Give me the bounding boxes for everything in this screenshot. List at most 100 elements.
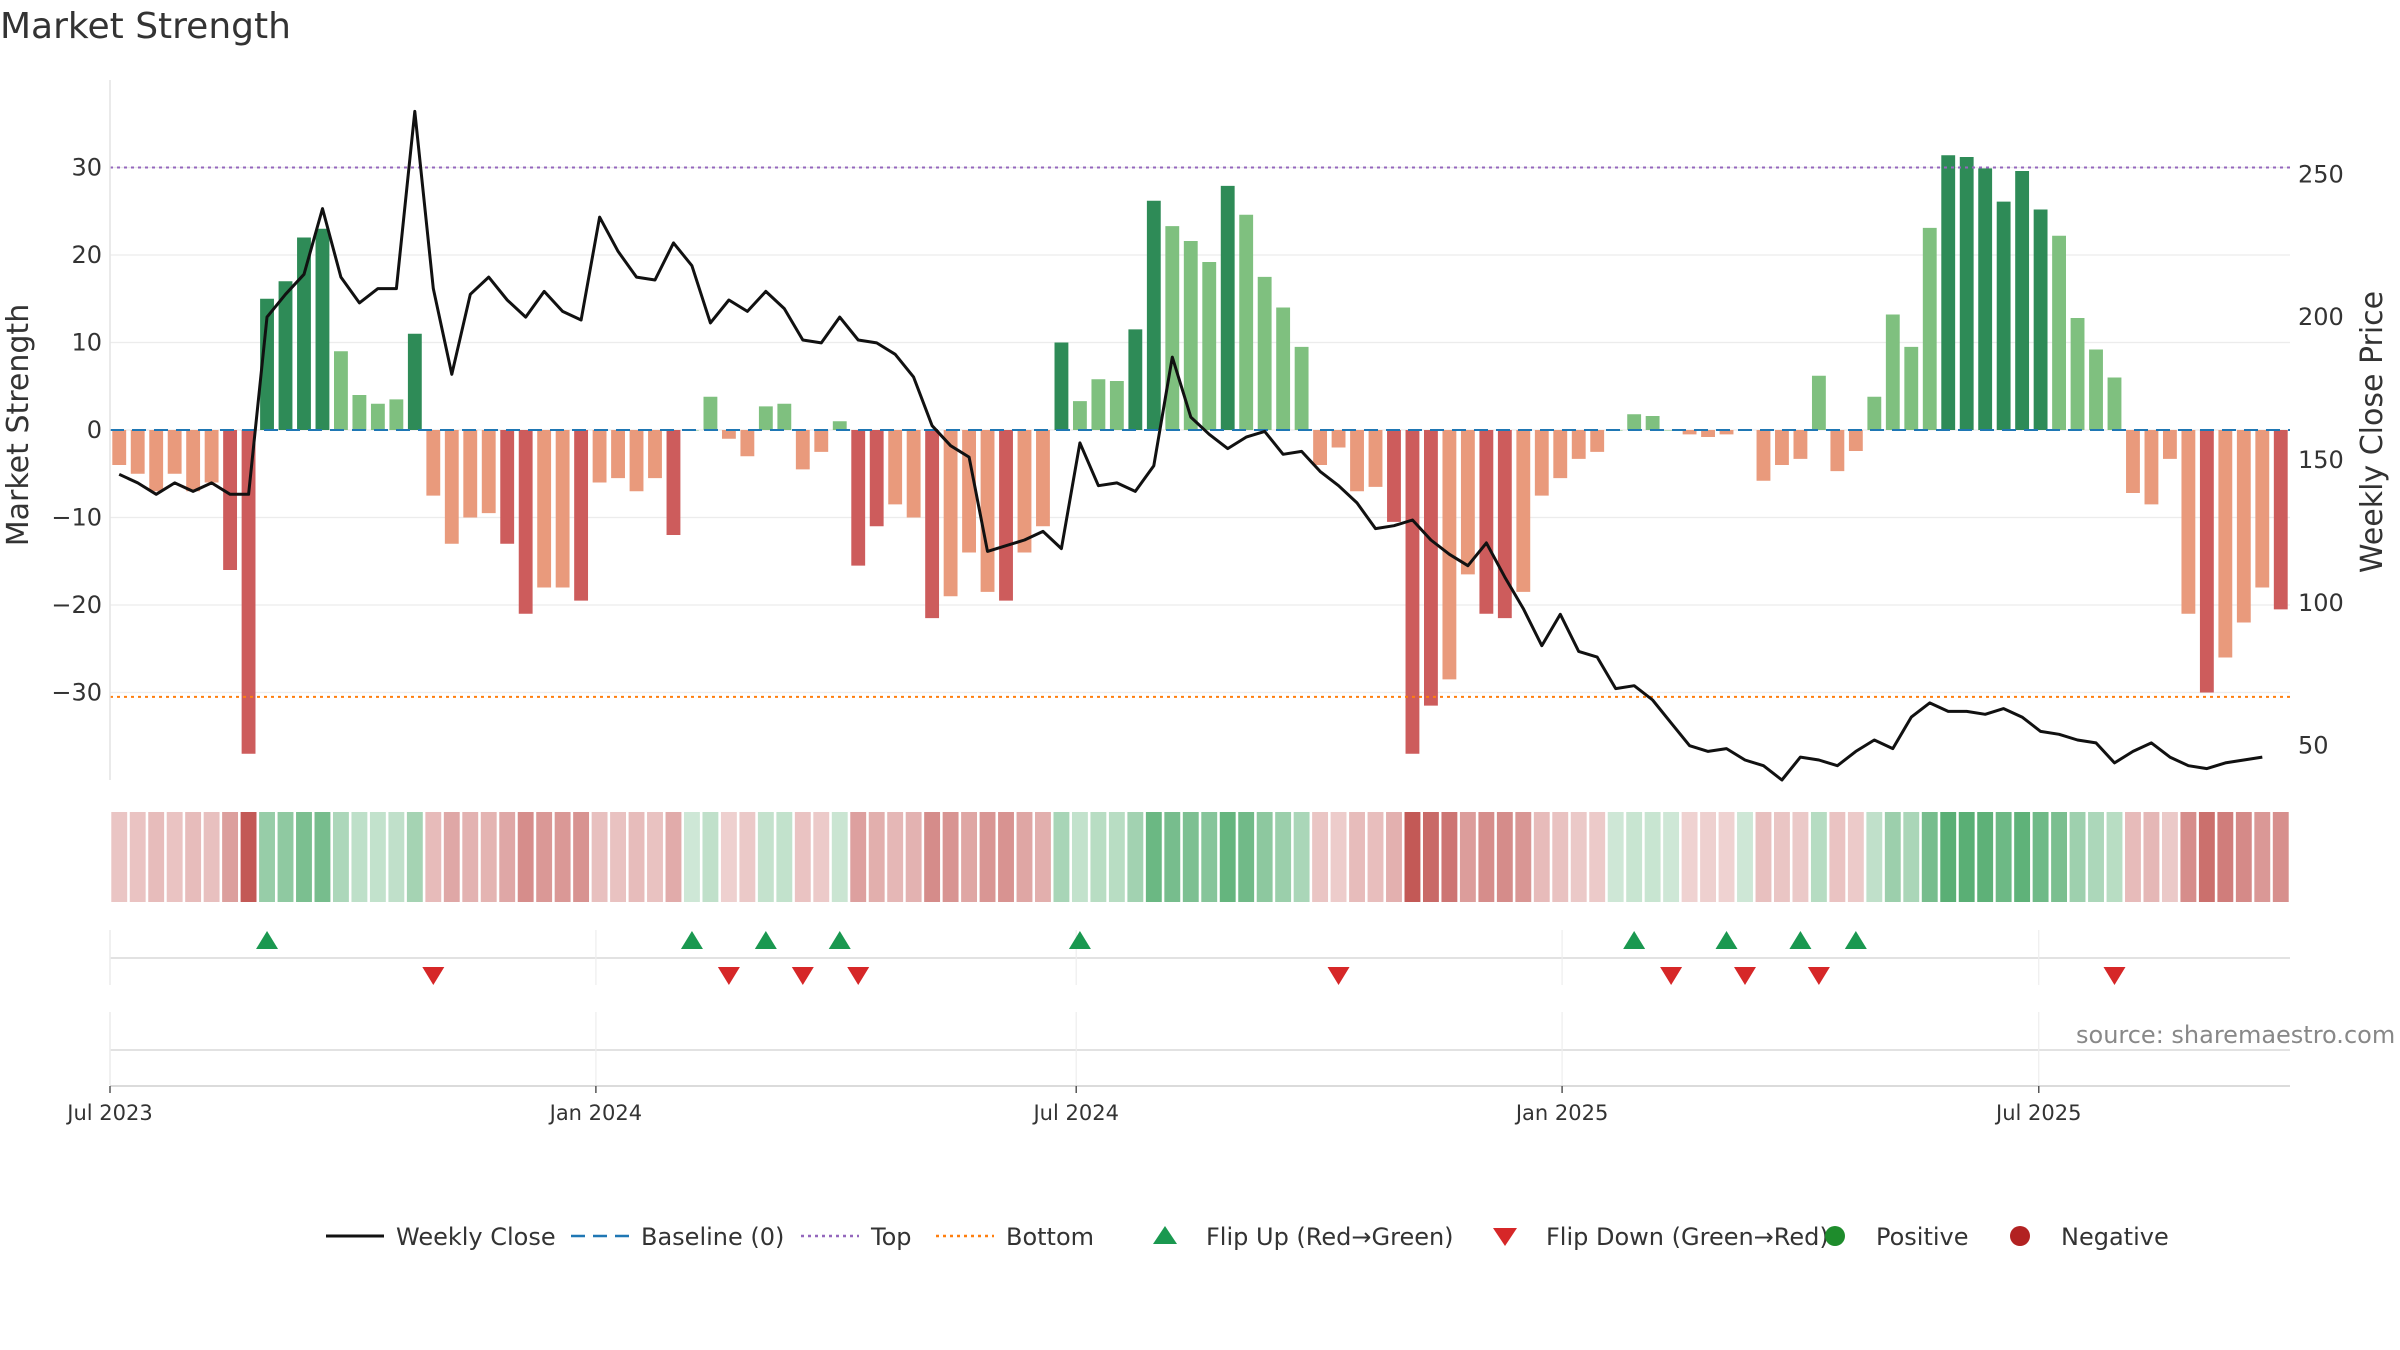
legend-swatch-positive bbox=[1825, 1226, 1845, 1246]
heat-cell bbox=[443, 812, 460, 902]
heat-cell bbox=[1386, 812, 1402, 902]
heat-cell bbox=[296, 812, 312, 902]
legend-label: Bottom bbox=[1006, 1223, 1094, 1251]
strength-bar bbox=[1830, 430, 1845, 472]
strength-bar bbox=[444, 430, 459, 544]
heat-cell bbox=[1071, 812, 1088, 902]
strength-bar bbox=[1165, 226, 1180, 430]
strength-bar bbox=[1183, 241, 1198, 430]
chart-title: Market Strength bbox=[0, 6, 291, 47]
legend: Weekly Close Baseline (0) Top Bottom Flip Up… bbox=[326, 1223, 2169, 1251]
heat-cell bbox=[332, 812, 349, 902]
legend-label: Weekly Close bbox=[396, 1223, 556, 1251]
flip-down-marker bbox=[1807, 967, 1830, 985]
strength-bar bbox=[260, 298, 274, 430]
strength-bar bbox=[888, 430, 903, 505]
strength-bar bbox=[186, 430, 201, 492]
strength-bar bbox=[1811, 375, 1826, 430]
strength-bar bbox=[481, 430, 496, 514]
heat-cell bbox=[665, 812, 682, 902]
heat-cell bbox=[1182, 812, 1199, 902]
heat-cell bbox=[1459, 812, 1476, 902]
weekly-close-line bbox=[118, 109, 2263, 782]
heat-cell bbox=[979, 812, 996, 902]
heat-cell bbox=[1663, 812, 1680, 902]
heat-cell bbox=[1441, 812, 1458, 902]
y2-tick-label: 250 bbox=[2298, 160, 2344, 188]
heat-cell bbox=[1792, 812, 1809, 902]
heat-cell bbox=[1681, 812, 1698, 902]
legend-item: Weekly Close bbox=[326, 1223, 556, 1251]
strength-bar bbox=[1294, 346, 1309, 430]
strength-bar bbox=[1664, 430, 1679, 431]
legend-item: Top bbox=[801, 1223, 912, 1251]
heat-cell bbox=[240, 812, 257, 902]
heat-cell bbox=[2014, 812, 2031, 902]
strength-bar bbox=[334, 351, 348, 430]
strength-bar bbox=[629, 430, 644, 492]
heat-cell bbox=[684, 812, 700, 902]
strength-bar bbox=[1941, 155, 1956, 430]
strength-bar bbox=[518, 430, 533, 614]
strength-bar bbox=[2126, 430, 2140, 493]
heat-cell bbox=[1533, 812, 1550, 902]
heat-cell bbox=[462, 812, 479, 902]
strength-bar bbox=[297, 237, 311, 430]
heat-cell bbox=[2143, 812, 2160, 902]
strength-bar bbox=[592, 430, 607, 483]
heat-cell bbox=[591, 812, 608, 902]
heat-cell bbox=[573, 812, 590, 902]
heat-cell bbox=[813, 812, 830, 902]
y2-tick-label: 50 bbox=[2298, 732, 2329, 760]
heat-cell bbox=[1921, 812, 1938, 902]
heat-cell bbox=[185, 812, 202, 902]
strength-bar bbox=[1220, 185, 1235, 430]
heat-cell bbox=[702, 812, 719, 902]
strength-bar bbox=[204, 430, 219, 483]
heat-cell bbox=[794, 812, 811, 902]
heat-cell bbox=[1275, 812, 1292, 902]
strength-bar bbox=[1848, 430, 1863, 451]
heat-cell bbox=[1201, 812, 1218, 902]
flip-down-marker bbox=[1327, 967, 1350, 985]
strength-bar bbox=[906, 430, 921, 518]
strength-bar bbox=[999, 430, 1013, 601]
heat-cell bbox=[1330, 812, 1347, 902]
y-axis-label: Market Strength bbox=[1, 304, 36, 546]
strength-bar bbox=[2181, 430, 2196, 614]
heat-cell bbox=[1866, 812, 1883, 902]
flip-down-marker bbox=[791, 967, 814, 985]
flip-up-marker bbox=[1789, 931, 1812, 949]
strength-bar bbox=[1904, 346, 1919, 430]
heat-cell bbox=[1478, 812, 1495, 902]
heat-cell bbox=[1496, 812, 1513, 902]
heat-cell bbox=[259, 812, 275, 902]
legend-item: Negative bbox=[2010, 1223, 2169, 1251]
flip-down-marker bbox=[1734, 967, 1756, 985]
legend-label: Flip Down (Green→Red) bbox=[1546, 1223, 1829, 1251]
heat-cell bbox=[111, 812, 128, 902]
heat-cell bbox=[887, 812, 904, 902]
heat-cell bbox=[961, 812, 978, 902]
flip-up-marker bbox=[1715, 931, 1738, 949]
strength-bar bbox=[1959, 157, 1974, 430]
heat-cell bbox=[1607, 812, 1624, 902]
heat-cell bbox=[554, 812, 571, 902]
heat-cell bbox=[868, 812, 885, 902]
strength-bar bbox=[851, 430, 866, 566]
y2-tick-label: 100 bbox=[2298, 589, 2344, 617]
strength-bar bbox=[1054, 342, 1069, 430]
strength-bar bbox=[925, 430, 940, 619]
heat-cell bbox=[1256, 812, 1273, 902]
strength-bar bbox=[814, 430, 829, 452]
strength-bar bbox=[1036, 430, 1050, 527]
heat-cell bbox=[1755, 812, 1772, 902]
heat-cell bbox=[1349, 812, 1365, 902]
strength-bar bbox=[2089, 349, 2103, 430]
heat-cell bbox=[998, 812, 1014, 902]
strength-bar bbox=[1719, 430, 1734, 435]
heat-cell bbox=[1829, 812, 1846, 902]
heat-cell bbox=[1700, 812, 1716, 902]
heat-cell bbox=[480, 812, 497, 902]
